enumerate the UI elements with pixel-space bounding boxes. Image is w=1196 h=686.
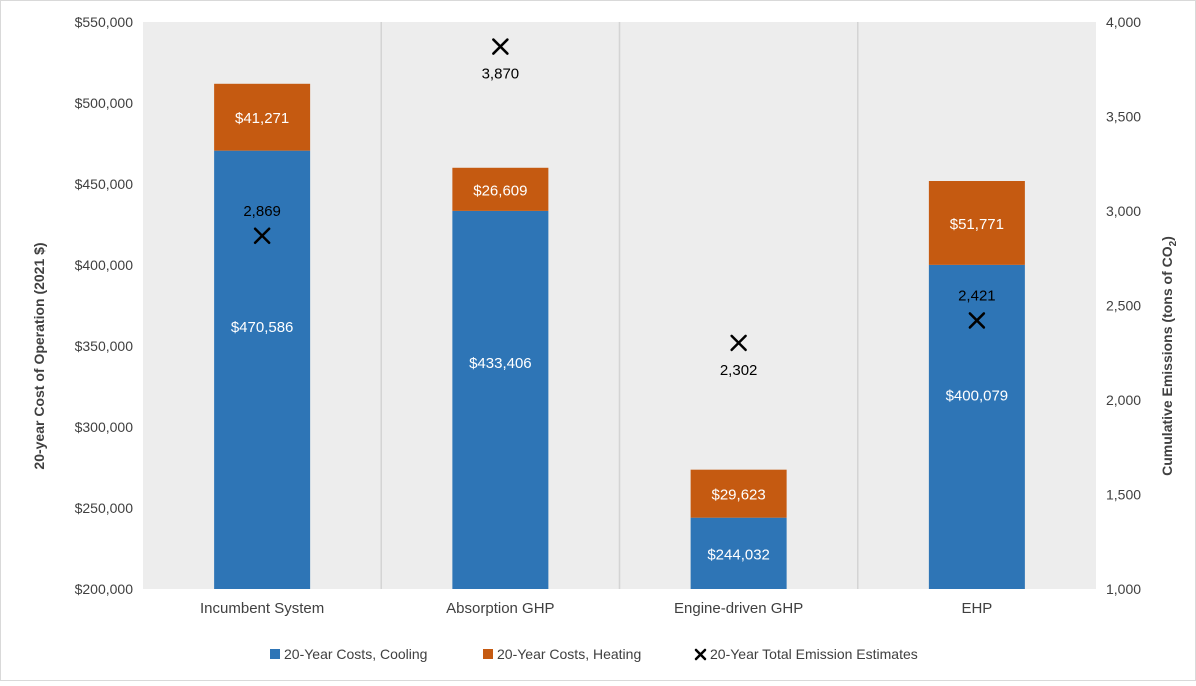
- legend-x-marker-icon: [694, 648, 707, 661]
- y-left-tick-label: $300,000: [75, 419, 134, 435]
- legend-label-cooling: 20-Year Costs, Cooling: [284, 646, 427, 662]
- data-label-emission-absorption-ghp: 3,870: [482, 66, 520, 83]
- y-left-tick-label: $500,000: [75, 95, 134, 111]
- y-left-tick-label: $400,000: [75, 257, 134, 273]
- bar-cooling-absorption-ghp: [452, 210, 549, 590]
- x-tick-label-ehp: EHP: [961, 600, 992, 617]
- legend-label-heating: 20-Year Costs, Heating: [497, 646, 641, 662]
- data-label-heating-absorption-ghp: $26,609: [473, 182, 527, 199]
- x-tick-label-incumbent-system: Incumbent System: [200, 600, 324, 617]
- data-label-cooling-absorption-ghp: $433,406: [469, 355, 532, 372]
- bar-heating-engine-driven-ghp: [690, 469, 787, 518]
- legend-swatch-heating: [483, 649, 493, 659]
- y-right-tick-label: 2,500: [1106, 298, 1141, 314]
- data-label-emission-engine-driven-ghp: 2,302: [720, 362, 758, 379]
- bar-cooling-ehp: [928, 264, 1025, 589]
- y-left-axis-title: 20-year Cost of Operation (2021 $): [31, 242, 47, 469]
- data-label-emission-ehp: 2,421: [958, 287, 996, 304]
- emission-marker-ehp: [968, 312, 986, 329]
- y-left-tick-label: $550,000: [75, 14, 134, 30]
- y-right-tick-label: 1,000: [1106, 581, 1141, 597]
- y-right-tick-label: 3,500: [1106, 109, 1141, 125]
- data-label-emission-incumbent-system: 2,869: [243, 203, 281, 220]
- emission-marker-incumbent-system: [253, 227, 271, 245]
- bar-heating-incumbent-system: [214, 83, 311, 151]
- y-left-tick-label: $350,000: [75, 338, 134, 354]
- y-right-tick-label: 1,500: [1106, 487, 1141, 503]
- y-right-axis-title-end: ): [1159, 236, 1175, 241]
- y-left-tick-label: $250,000: [75, 500, 134, 516]
- emission-marker-absorption-ghp: [492, 38, 509, 55]
- data-label-heating-incumbent-system: $41,271: [235, 110, 289, 127]
- legend-label-emissions: 20-Year Total Emission Estimates: [710, 646, 918, 662]
- y-left-tick-label: $450,000: [75, 176, 134, 192]
- y-right-axis-title: Cumulative Emissions (tons of CO2): [1159, 236, 1179, 476]
- data-label-cooling-incumbent-system: $470,586: [231, 319, 294, 336]
- legend-swatch-cooling: [270, 649, 280, 659]
- y-right-tick-label: 3,000: [1106, 203, 1141, 219]
- x-tick-label-absorption-ghp: Absorption GHP: [446, 600, 554, 617]
- y-left-tick-label: $200,000: [75, 581, 134, 597]
- y-right-axis-title-sub: 2: [1168, 240, 1179, 246]
- bar-cooling-engine-driven-ghp: [690, 517, 787, 589]
- bar-heating-ehp: [928, 181, 1025, 265]
- bars: $470,586 $41,271 $433,406 $26,609 $244,032 $2…: [214, 83, 1025, 590]
- data-label-heating-ehp: $51,771: [950, 216, 1004, 233]
- x-tick-label-engine-driven-ghp: Engine-driven GHP: [674, 600, 803, 617]
- data-label-cooling-ehp: $400,079: [946, 388, 1009, 405]
- emission-markers: 2,869 3,870 2,302 2,421: [243, 38, 996, 379]
- legend: 20-Year Costs, Cooling 20-Year Costs, He…: [270, 646, 918, 662]
- y-right-tick-label: 2,000: [1106, 392, 1141, 408]
- data-label-heating-engine-driven-ghp: $29,623: [712, 487, 766, 504]
- y-right-axis-title-main: Cumulative Emissions (tons of CO: [1159, 246, 1175, 476]
- grid-lines: [380, 22, 859, 589]
- emission-marker-engine-driven-ghp: [730, 334, 747, 352]
- bar-cooling-incumbent-system: [214, 150, 311, 589]
- y-right-tick-label: 4,000: [1106, 14, 1141, 30]
- bar-heating-absorption-ghp: [452, 167, 549, 211]
- axes: $200,000 $250,000 $300,000 $350,000 $400,000…: [75, 14, 1142, 617]
- data-label-cooling-engine-driven-ghp: $244,032: [707, 546, 770, 563]
